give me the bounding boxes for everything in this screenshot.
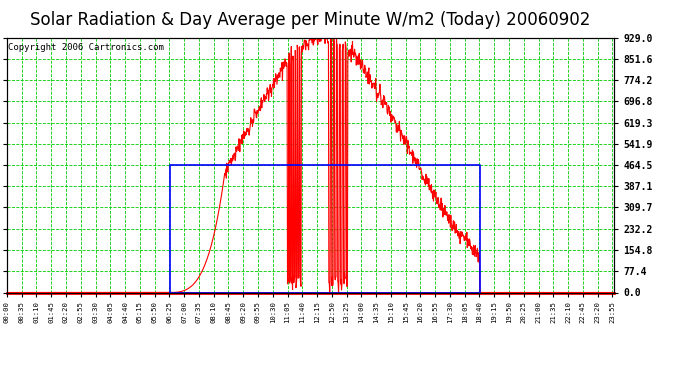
Text: Solar Radiation & Day Average per Minute W/m2 (Today) 20060902: Solar Radiation & Day Average per Minute… <box>30 11 591 29</box>
Text: Copyright 2006 Cartronics.com: Copyright 2006 Cartronics.com <box>8 43 164 52</box>
